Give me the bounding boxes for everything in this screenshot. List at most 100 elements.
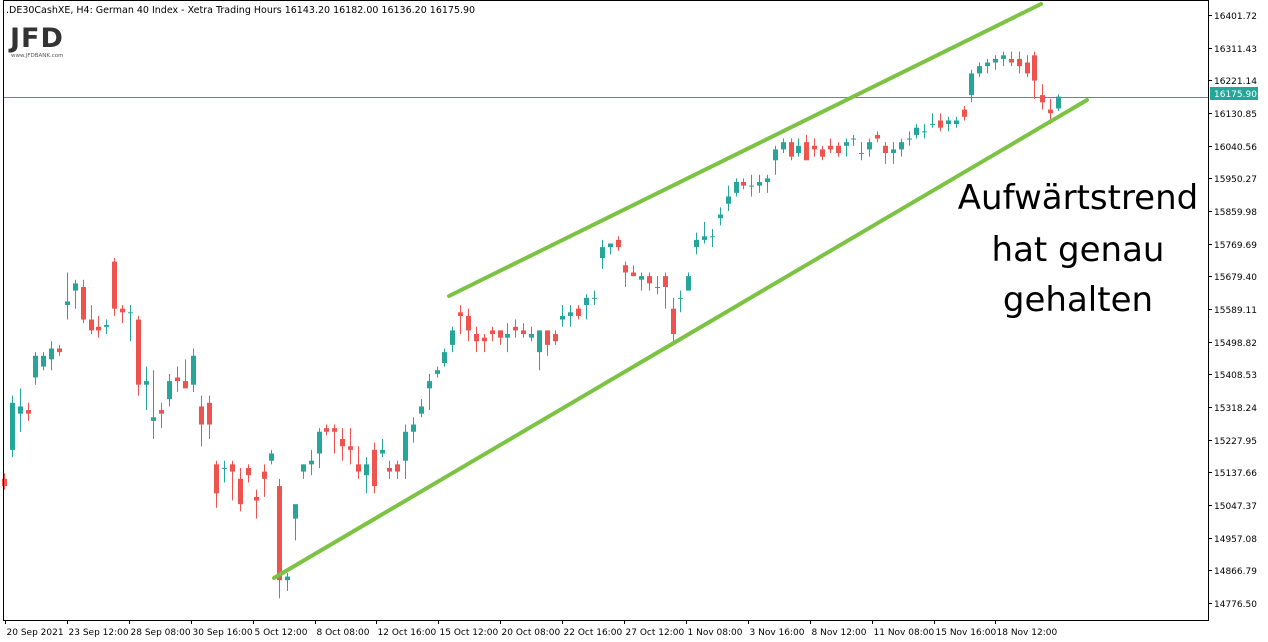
y-tick-label: 14866.79 bbox=[1214, 567, 1257, 577]
chart-header: .DE30CashXE, H4: German 40 Index - Xetra… bbox=[6, 5, 475, 16]
candle bbox=[183, 359, 188, 389]
y-tick-label: 15137.66 bbox=[1214, 469, 1257, 479]
candle-body bbox=[985, 62, 990, 67]
candle bbox=[560, 305, 565, 327]
candle-body bbox=[175, 377, 180, 382]
candle bbox=[104, 319, 109, 335]
candle bbox=[907, 131, 912, 146]
candle-body bbox=[977, 66, 982, 74]
candle bbox=[608, 243, 613, 255]
candle-body bbox=[513, 326, 518, 331]
candle bbox=[89, 305, 94, 335]
candle bbox=[710, 229, 715, 248]
x-tick-label: 23 Sep 12:00 bbox=[69, 628, 129, 638]
candle bbox=[663, 272, 668, 309]
candle bbox=[773, 145, 778, 175]
candle bbox=[576, 305, 581, 320]
candle bbox=[977, 62, 982, 78]
candle-body bbox=[427, 381, 432, 389]
candle-body bbox=[907, 138, 912, 140]
candle-body bbox=[1009, 58, 1014, 63]
annotation-line-2: hat genau bbox=[992, 230, 1165, 270]
x-tick-label: 20 Sep 2021 bbox=[7, 628, 64, 638]
candle bbox=[466, 308, 471, 342]
candle-body bbox=[694, 239, 699, 248]
candle bbox=[686, 272, 691, 291]
y-tick-label: 15589.11 bbox=[1214, 306, 1257, 316]
candle bbox=[678, 290, 683, 313]
candle bbox=[741, 178, 746, 190]
candle-body bbox=[442, 352, 447, 363]
candle-body bbox=[120, 308, 125, 313]
candle-body bbox=[89, 319, 94, 331]
candle-body bbox=[899, 142, 904, 150]
candle bbox=[136, 315, 141, 396]
x-tick-label: 11 Nov 08:00 bbox=[874, 628, 935, 638]
candle-body bbox=[655, 286, 660, 288]
candle bbox=[112, 258, 117, 316]
candle bbox=[372, 442, 377, 494]
candle-body bbox=[372, 449, 377, 487]
candle bbox=[317, 428, 322, 468]
candle bbox=[65, 272, 70, 320]
candle bbox=[631, 265, 636, 277]
candle-body bbox=[230, 464, 235, 472]
candle-body bbox=[726, 196, 731, 204]
y-tick-label: 15769.69 bbox=[1214, 241, 1257, 251]
candle-body bbox=[301, 464, 306, 472]
candle-body bbox=[663, 276, 668, 287]
candle-body bbox=[576, 308, 581, 316]
candle bbox=[340, 428, 345, 461]
candle-body bbox=[466, 315, 471, 331]
candle bbox=[969, 69, 974, 103]
candle-body bbox=[812, 145, 817, 150]
candle-body bbox=[1025, 62, 1030, 74]
candle bbox=[442, 348, 447, 367]
candle bbox=[781, 138, 786, 154]
candle bbox=[938, 113, 943, 132]
y-tick-label: 15047.37 bbox=[1214, 502, 1257, 512]
candle bbox=[81, 279, 86, 324]
candle bbox=[616, 236, 621, 251]
candle bbox=[1032, 51, 1037, 99]
candle-body bbox=[584, 297, 589, 306]
candle-body bbox=[498, 330, 503, 338]
candle-body bbox=[387, 467, 392, 472]
candle-body bbox=[686, 276, 691, 291]
candle-body bbox=[474, 334, 479, 342]
candle bbox=[175, 366, 180, 392]
candle-body bbox=[112, 261, 117, 309]
candle-body bbox=[151, 417, 156, 421]
candle bbox=[584, 294, 589, 320]
candle-body bbox=[993, 58, 998, 63]
candle bbox=[238, 467, 243, 512]
candle-body bbox=[930, 124, 935, 126]
candle bbox=[930, 113, 935, 128]
candle bbox=[246, 464, 251, 483]
candle-body bbox=[18, 406, 23, 414]
y-tick-label: 16130.85 bbox=[1214, 110, 1257, 120]
candle-body bbox=[490, 330, 495, 335]
candle-body bbox=[419, 406, 424, 414]
candle-body bbox=[820, 149, 825, 157]
candle-body bbox=[608, 243, 613, 248]
candle-body bbox=[246, 467, 251, 476]
candle-body bbox=[159, 410, 164, 414]
candle-body bbox=[65, 301, 70, 306]
candle-body bbox=[883, 145, 888, 154]
candle bbox=[427, 373, 432, 411]
candle-body bbox=[749, 185, 754, 187]
candle-body bbox=[553, 334, 558, 342]
candle bbox=[1009, 51, 1014, 67]
candle bbox=[285, 572, 290, 592]
candle-body bbox=[600, 247, 605, 259]
candle-body bbox=[73, 283, 78, 291]
candle-body bbox=[26, 410, 31, 414]
candle bbox=[411, 417, 416, 443]
candle bbox=[553, 330, 558, 345]
candle bbox=[167, 373, 172, 407]
candle-body bbox=[592, 297, 597, 299]
candle bbox=[498, 330, 503, 345]
x-tick-label: 30 Sep 16:00 bbox=[193, 628, 253, 638]
y-tick-label: 16311.43 bbox=[1214, 45, 1257, 55]
